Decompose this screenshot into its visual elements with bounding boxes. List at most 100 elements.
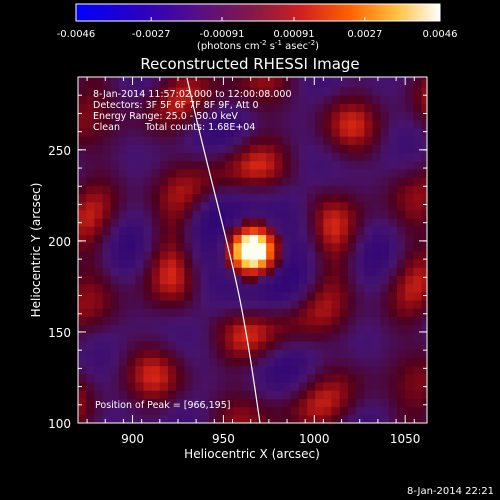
heatmap-cell	[94, 291, 104, 301]
heatmap-cell	[380, 308, 390, 317]
heatmap-cell	[86, 218, 95, 227]
heatmap-cell	[274, 382, 283, 391]
heatmap-cell	[208, 209, 218, 219]
heatmap-cell	[86, 234, 95, 244]
heatmap-cell	[388, 398, 398, 408]
heatmap-cell	[356, 226, 365, 236]
heatmap-cell	[290, 357, 300, 367]
heatmap-cell	[421, 365, 427, 375]
heatmap-cell	[176, 201, 185, 211]
heatmap-cell	[233, 365, 243, 375]
heatmap-cell	[266, 111, 275, 121]
heatmap-cell	[282, 349, 292, 358]
heatmap-cell	[86, 390, 95, 399]
heatmap-cell	[405, 341, 414, 350]
heatmap-cell	[176, 77, 185, 80]
heatmap-cell	[413, 201, 423, 211]
heatmap-cell	[323, 95, 333, 104]
heatmap-cell	[257, 414, 267, 423]
heatmap-cell	[167, 111, 177, 121]
heatmap-cell	[364, 218, 373, 227]
heatmap-cell	[347, 152, 357, 162]
heatmap-cell	[233, 111, 243, 121]
heatmap-cell	[192, 259, 202, 268]
heatmap-cell	[200, 283, 210, 293]
heatmap-cell	[372, 283, 382, 293]
heatmap-cell	[364, 111, 373, 121]
heatmap-cell	[167, 209, 177, 219]
heatmap-cell	[86, 300, 95, 309]
heatmap-cell	[421, 308, 427, 317]
heatmap-cell	[372, 185, 382, 195]
heatmap-cell	[200, 398, 210, 408]
heatmap-cell	[364, 414, 373, 423]
heatmap-cell	[184, 365, 194, 375]
heatmap-cell	[380, 259, 390, 268]
heatmap-cell	[413, 78, 423, 88]
heatmap-cell	[388, 226, 398, 236]
heatmap-cell	[208, 193, 218, 203]
heatmap-cell	[217, 218, 226, 227]
heatmap-cell	[233, 316, 243, 326]
heatmap-cell	[159, 365, 169, 375]
heatmap-cell	[176, 316, 185, 326]
heatmap-cell	[151, 152, 161, 162]
heatmap-cell	[94, 275, 104, 285]
heatmap-cell	[282, 177, 292, 186]
heatmap-cell	[413, 398, 423, 408]
heatmap-cell	[397, 283, 406, 293]
heatmap-cell	[339, 332, 349, 342]
heatmap-cell	[249, 177, 259, 186]
heatmap-cell	[86, 185, 95, 195]
heatmap-cell	[135, 332, 144, 342]
heatmap-cell	[274, 259, 283, 268]
heatmap-cell	[192, 341, 202, 350]
heatmap-cell	[323, 267, 333, 276]
heatmap-cell	[282, 414, 292, 423]
heatmap-cell	[405, 398, 414, 408]
heatmap-cell	[421, 185, 427, 195]
heatmap-cell	[110, 332, 120, 342]
heatmap-cell	[298, 414, 308, 423]
heatmap-cell	[151, 95, 161, 104]
heatmap-cell	[331, 77, 341, 80]
heatmap-cell	[282, 406, 292, 416]
heatmap-cell	[356, 267, 365, 276]
heatmap-cell	[94, 349, 104, 358]
heatmap-cell	[233, 160, 243, 170]
heatmap-cell	[249, 218, 259, 227]
heatmap-cell	[159, 275, 169, 285]
heatmap-cell	[364, 242, 373, 252]
heatmap-cell	[388, 316, 398, 326]
heatmap-cell	[364, 226, 373, 236]
heatmap-cell	[86, 414, 95, 423]
heatmap-cell	[413, 168, 423, 178]
heatmap-cell	[135, 406, 144, 416]
heatmap-cell	[405, 111, 414, 121]
heatmap-cell	[397, 144, 406, 154]
heatmap-cell	[339, 193, 349, 203]
heatmap-cell	[127, 87, 136, 96]
heatmap-cell	[192, 103, 202, 113]
heatmap-cell	[266, 193, 275, 203]
heatmap-cell	[159, 259, 169, 268]
heatmap-cell	[176, 365, 185, 375]
heatmap-cell	[143, 398, 153, 408]
heatmap-cell	[405, 332, 414, 342]
heatmap-cell	[118, 349, 128, 358]
heatmap-cell	[151, 398, 161, 408]
heatmap-cell	[257, 177, 267, 186]
heatmap-cell	[397, 78, 406, 88]
heatmap-cell	[315, 78, 324, 88]
heatmap-cell	[413, 390, 423, 399]
heatmap-cell	[208, 168, 218, 178]
colorbar-unit-label: (photons cm-2 s-1 asec-2)	[197, 39, 319, 52]
heatmap-cell	[78, 103, 87, 113]
heatmap-cell	[225, 185, 234, 195]
heatmap-cell	[413, 234, 423, 244]
heatmap-cell	[290, 308, 300, 317]
heatmap-cell	[127, 390, 136, 399]
heatmap-cell	[192, 291, 202, 301]
heatmap-cell	[127, 283, 136, 293]
heatmap-cell	[135, 127, 144, 137]
